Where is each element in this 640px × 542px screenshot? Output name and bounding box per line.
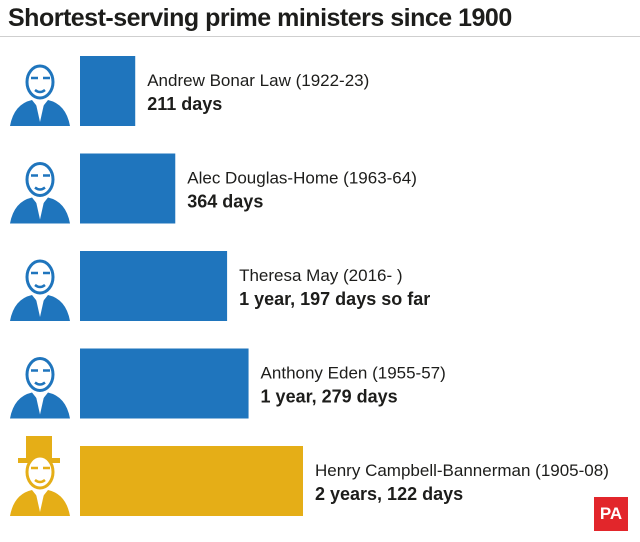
data-label: 211 days (147, 94, 222, 114)
theresa-may-portrait-icon (6, 237, 70, 321)
data-label: 1 year, 197 days so far (239, 289, 430, 309)
pa-logo: PA (594, 497, 628, 531)
campbell-bannerman-portrait-icon (6, 432, 70, 516)
douglas-home-portrait-icon (6, 139, 70, 224)
bar-row: Henry Campbell-Bannerman (1905-08) 2 year… (6, 432, 609, 516)
bar-row: Andrew Bonar Law (1922-23) 211 days (6, 42, 369, 126)
bonar-law-portrait-icon (6, 42, 70, 126)
category-label: Anthony Eden (1955-57) (261, 364, 446, 383)
bar (80, 446, 303, 516)
anthony-eden-portrait-icon (6, 334, 70, 419)
bar-row: Anthony Eden (1955-57) 1 year, 279 days (6, 334, 446, 419)
bar (80, 251, 228, 321)
bar (80, 56, 136, 126)
data-label: 364 days (187, 192, 263, 212)
data-label: 1 year, 279 days (261, 387, 398, 407)
bar-row: Alec Douglas-Home (1963-64) 364 days (6, 139, 417, 224)
bar (80, 348, 249, 419)
category-label: Henry Campbell-Bannerman (1905-08) (315, 461, 609, 480)
category-label: Andrew Bonar Law (1922-23) (147, 71, 369, 90)
bar-row: Theresa May (2016- ) 1 year, 197 days so … (6, 237, 430, 321)
data-label: 2 years, 122 days (315, 484, 463, 504)
chart-title: Shortest-serving prime ministers since 1… (8, 4, 512, 32)
bar (80, 153, 176, 224)
category-label: Alec Douglas-Home (1963-64) (187, 169, 417, 188)
title-divider (0, 36, 640, 37)
category-label: Theresa May (2016- ) (239, 266, 402, 285)
